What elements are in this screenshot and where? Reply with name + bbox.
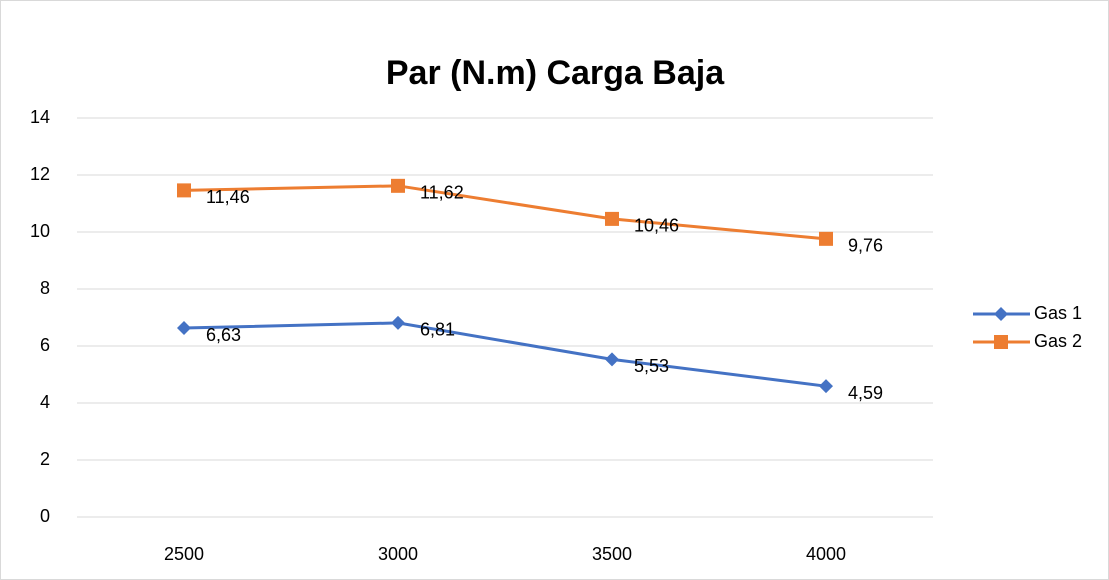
x-tick-label: 3000 xyxy=(378,544,418,564)
y-tick-label: 8 xyxy=(40,278,50,298)
data-label: 6,63 xyxy=(206,325,241,345)
marker xyxy=(391,315,405,330)
x-tick-label: 3500 xyxy=(592,544,632,564)
data-label: 6,81 xyxy=(420,320,455,340)
y-tick-label: 14 xyxy=(30,107,50,127)
y-tick-label: 12 xyxy=(30,164,50,184)
data-label: 11,46 xyxy=(206,187,250,207)
data-label: 4,59 xyxy=(848,383,883,403)
y-tick-label: 0 xyxy=(40,506,50,526)
marker xyxy=(605,352,619,367)
y-tick-label: 4 xyxy=(40,392,50,412)
data-label: 5,53 xyxy=(634,356,669,376)
chart-title: Par (N.m) Carga Baja xyxy=(386,54,725,92)
legend-label: Gas 2 xyxy=(1034,331,1082,351)
y-tick-label: 2 xyxy=(40,449,50,469)
y-tick-label: 10 xyxy=(30,221,50,241)
marker xyxy=(177,183,191,198)
data-label: 10,46 xyxy=(634,216,679,236)
x-tick-label: 4000 xyxy=(806,544,846,564)
x-tick-label: 2500 xyxy=(164,544,204,564)
marker xyxy=(177,321,191,336)
series-line xyxy=(183,321,827,388)
marker xyxy=(994,307,1008,321)
y-tick-label: 6 xyxy=(40,335,50,355)
marker xyxy=(605,211,619,226)
legend-label: Gas 1 xyxy=(1034,303,1082,323)
marker xyxy=(391,178,405,193)
marker xyxy=(994,335,1008,349)
marker xyxy=(819,231,833,246)
data-label: 11,62 xyxy=(420,183,464,203)
marker xyxy=(819,379,833,394)
data-label: 9,76 xyxy=(848,236,883,256)
series-line xyxy=(183,184,827,241)
